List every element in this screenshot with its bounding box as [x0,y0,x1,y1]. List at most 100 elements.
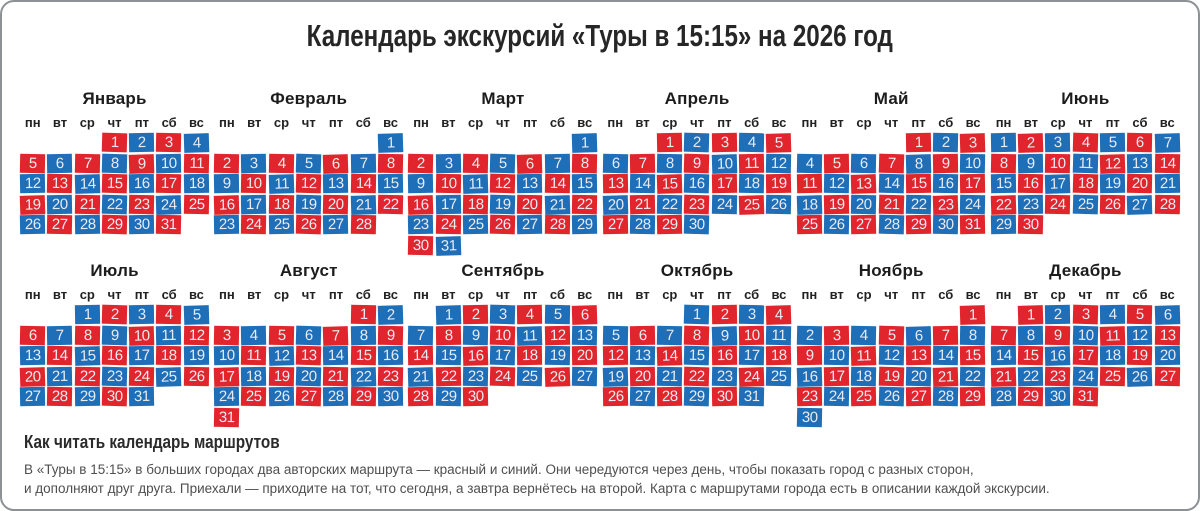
day-cell-august-27: 27 [295,386,322,407]
day-cell-july-8: 8 [74,325,101,345]
day-cell-april-24: 24 [711,194,738,214]
month-title-july: Июль [90,261,139,280]
weekday-label: пт [134,287,149,302]
day-cell-august-14: 14 [323,345,349,366]
day-cell-september-13: 13 [571,325,598,345]
day-cell-june-11: 11 [1072,153,1099,173]
day-cell-november-10: 10 [823,345,850,366]
month-title-april: Апрель [664,89,730,108]
day-cell-october-2: 2 [711,304,738,325]
day-cell-july-14: 14 [47,345,73,366]
day-cell-june-27: 27 [1126,194,1154,215]
day-cell-may-30: 30 [932,214,959,235]
day-cell-december-1: 1 [1017,305,1044,325]
day-cell-april-17: 17 [711,173,738,194]
day-cell-september-27: 27 [571,366,598,386]
month-title-september: Сентябрь [461,261,545,280]
day-cell-july-18: 18 [156,345,183,366]
empty-cell [269,133,295,152]
day-cell-april-27: 27 [602,214,629,235]
day-cell-february-7: 7 [350,153,377,173]
weekday-label: вс [771,287,787,302]
day-cell-january-2: 2 [128,132,155,153]
empty-cell [824,133,850,153]
day-cell-march-7: 7 [544,153,571,173]
day-cell-september-3: 3 [489,304,516,325]
empty-cell [878,305,904,325]
day-cell-april-19: 19 [765,173,792,194]
day-cell-march-12: 12 [489,173,516,194]
day-cell-november-15: 15 [960,345,987,366]
weekday-label: сб [161,115,177,130]
weekday-label: пн [219,287,235,302]
day-cell-november-2: 2 [796,325,823,345]
day-cell-september-30: 30 [462,386,489,407]
day-cell-april-21: 21 [629,194,656,214]
weekday-header-february: пн вт ср чт пт сб вс [214,116,403,130]
day-cell-february-6: 6 [323,153,350,174]
day-cell-july-29: 29 [74,386,101,407]
day-cell-may-15: 15 [905,173,932,194]
days-grid-december: 1 2 3 4 5 6 7 8 9 10 11 12 13 14 15 16 17 18 19 20 21 22 23 24 2… [990,304,1181,407]
empty-cell [824,305,850,325]
legend-footer: Как читать календарь маршрутов В «Туры в… [24,432,1176,498]
day-cell-december-27: 27 [1154,366,1181,386]
day-cell-march-11: 11 [462,174,489,194]
day-cell-september-4: 4 [517,304,544,325]
day-cell-july-28: 28 [47,386,73,407]
day-cell-april-29: 29 [656,214,683,235]
weekday-label: сб [1132,287,1148,302]
day-cell-february-10: 10 [241,173,268,194]
day-cell-april-22: 22 [656,194,683,214]
weekday-header-april: пн вт ср чт пт сб вс [603,116,792,130]
day-cell-june-28: 28 [1154,194,1181,214]
day-cell-november-11: 11 [850,346,878,366]
weekday-label: ср [79,287,95,302]
weekday-label: ср [1050,287,1066,302]
day-cell-june-30: 30 [1017,214,1044,235]
day-cell-september-10: 10 [489,325,516,345]
empty-cell [408,305,434,324]
day-cell-april-14: 14 [629,173,656,194]
day-cell-january-16: 16 [128,173,155,194]
day-cell-june-2: 2 [1017,133,1044,153]
day-cell-november-29: 29 [960,386,987,407]
day-cell-october-1: 1 [684,304,711,325]
day-cell-march-10: 10 [435,173,462,194]
day-cell-march-15: 15 [571,173,598,194]
weekday-label: ср [856,115,872,130]
empty-cell [602,133,628,152]
weekday-label: вт [441,287,456,302]
day-cell-march-19: 19 [489,194,516,214]
month-november: Ноябрь пн вт ср чт пт сб вс 1 2 3 4 5 6 7 8 9 10 11 12 13 14 1… [796,260,987,427]
day-cell-august-31: 31 [213,407,240,427]
day-cell-may-20: 20 [851,194,877,214]
day-cell-june-12: 12 [1099,153,1126,174]
month-title-october: Октябрь [660,261,734,280]
day-cell-july-2: 2 [101,304,128,325]
day-cell-november-23: 23 [796,386,823,407]
weekday-label: чт [884,115,899,130]
day-cell-october-15: 15 [684,345,711,366]
day-cell-april-8: 8 [656,153,683,173]
empty-cell [47,133,73,153]
weekday-label: ср [662,115,678,130]
weekday-label: пн [995,115,1012,130]
day-cell-july-12: 12 [183,325,210,345]
day-cell-june-20: 20 [1127,173,1153,194]
day-cell-october-5: 5 [602,325,629,345]
day-cell-october-26: 26 [602,386,629,407]
day-cell-august-30: 30 [377,386,404,407]
day-cell-april-9: 9 [684,153,711,173]
day-cell-december-29: 29 [1017,386,1044,407]
day-cell-february-28: 28 [350,214,377,235]
month-may: Май пн вт ср чт пт сб вс 1 2 3 4 5 6 7 8 9 10 11 12 13 14 15 16… [796,88,987,235]
weekday-label: вт [441,115,456,130]
day-cell-march-5: 5 [489,153,516,173]
day-cell-december-26: 26 [1126,366,1154,387]
day-cell-july-22: 22 [74,366,101,386]
days-grid-february: 1 2 3 4 5 6 7 8 9 10 11 12 13 14 15 16 17 18 19 20 21 22 23 24 2… [213,133,404,235]
day-cell-june-10: 10 [1045,153,1072,173]
day-cell-march-29: 29 [571,214,598,235]
weekday-label: пт [523,115,538,130]
